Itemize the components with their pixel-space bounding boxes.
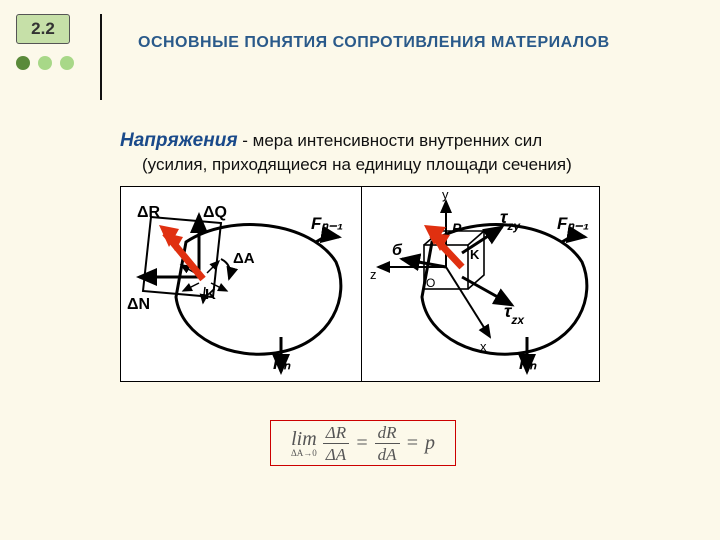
label-x: x bbox=[480, 339, 487, 354]
label-Fn1-right: Fₙ₋₁ bbox=[557, 214, 589, 233]
label-Fn1-left: Fₙ₋₁ bbox=[311, 214, 343, 233]
definition-sub: (усилия, приходящиеся на единицу площади… bbox=[142, 154, 670, 177]
label-Fn-left: Fₙ bbox=[273, 354, 291, 373]
dot-1 bbox=[16, 56, 30, 70]
section-badge: 2.2 bbox=[16, 14, 70, 44]
formula-box: lim ΔA→0 ΔR ΔA = dR dA = p bbox=[270, 420, 456, 466]
dot-3 bbox=[60, 56, 74, 70]
label-Fn-right: Fₙ bbox=[519, 354, 537, 373]
label-P: P bbox=[452, 220, 462, 236]
label-O: O bbox=[426, 276, 435, 290]
eq2: = bbox=[406, 432, 420, 455]
label-dQ: ΔQ bbox=[203, 204, 227, 221]
label-sigma: б bbox=[392, 242, 403, 259]
vertical-separator bbox=[100, 14, 102, 100]
label-z: z bbox=[370, 267, 377, 282]
frac2-num: dR bbox=[375, 424, 400, 444]
frac1-den: ΔA bbox=[326, 444, 346, 463]
label-tau-zy: τzy bbox=[500, 207, 521, 233]
dot-2 bbox=[38, 56, 52, 70]
progress-dots bbox=[16, 56, 74, 70]
term: Напряжения bbox=[120, 130, 238, 151]
definition-block: Напряжения - мера интенсивности внутренн… bbox=[120, 128, 670, 177]
section-number: 2.2 bbox=[31, 19, 55, 39]
page-title: ОСНОВНЫЕ ПОНЯТИЯ СОПРОТИВЛЕНИЯ МАТЕРИАЛО… bbox=[138, 34, 610, 52]
figure-right: y z x P K O б τzy τzx Fₙ Fₙ₋₁ bbox=[361, 187, 602, 381]
frac1-num: ΔR bbox=[323, 424, 349, 444]
figure-left: ΔR ΔQ ΔA ΔN K Fₙ Fₙ₋₁ bbox=[121, 187, 361, 381]
label-dR: ΔR bbox=[137, 204, 161, 221]
label-dN: ΔN bbox=[127, 296, 150, 313]
formula-lim-sub: ΔA→0 bbox=[291, 449, 317, 458]
label-K-right: K bbox=[470, 247, 480, 262]
figure: ΔR ΔQ ΔA ΔN K Fₙ Fₙ₋₁ bbox=[120, 186, 600, 382]
formula-result: p bbox=[425, 432, 435, 455]
label-y: y bbox=[442, 187, 449, 202]
label-dA: ΔA bbox=[233, 250, 255, 267]
eq1: = bbox=[355, 432, 369, 455]
formula: lim ΔA→0 ΔR ΔA = dR dA = p bbox=[291, 424, 435, 463]
label-tau-zx: τzx bbox=[504, 301, 525, 327]
formula-lim: lim bbox=[291, 429, 317, 449]
frac2-den: dA bbox=[378, 444, 397, 463]
label-K-left: K bbox=[205, 286, 216, 303]
definition-body: - мера интенсивности внутренних сил bbox=[238, 131, 543, 150]
